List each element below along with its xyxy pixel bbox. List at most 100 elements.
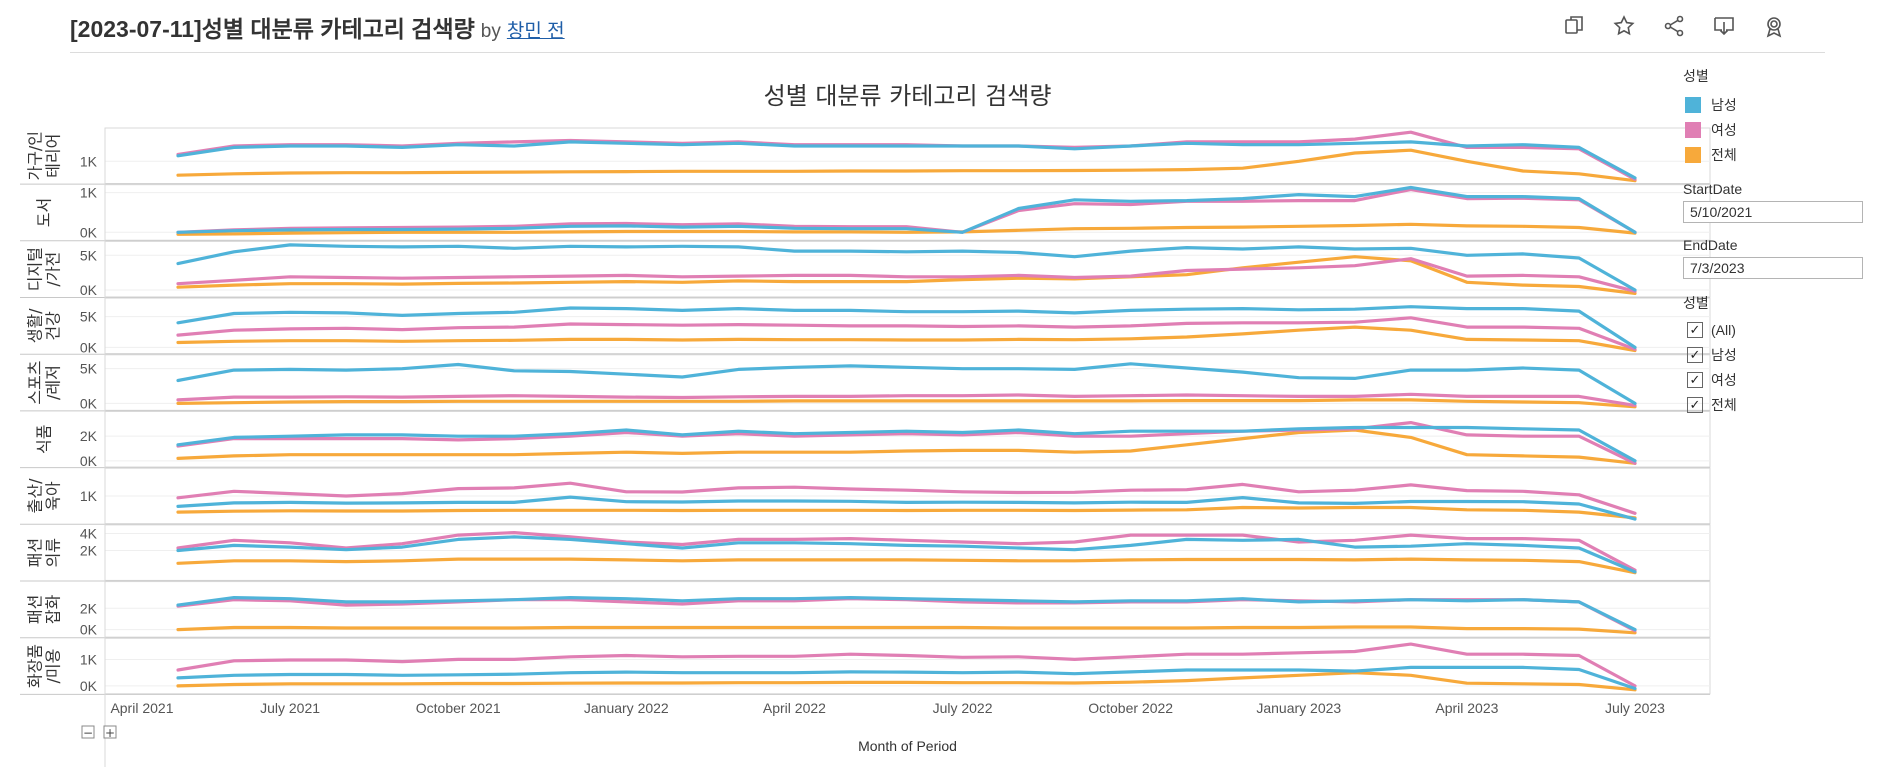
page-title: [2023-07-11]성별 대분류 카테고리 검색량 by 창민 전: [70, 10, 565, 44]
end-date-input[interactable]: [1683, 257, 1863, 279]
share-icon[interactable]: [1660, 12, 1688, 40]
y-tick-label: 5K: [80, 247, 98, 263]
y-tick-label: 0K: [80, 395, 98, 411]
panel-label: 테리어: [44, 134, 63, 178]
end-date-label: EndDate: [1683, 237, 1738, 253]
panel-label: 생활/: [26, 308, 45, 343]
panel-frame: [104, 240, 1711, 298]
panel-label: 건강: [44, 311, 63, 341]
panel-label: 패션: [26, 538, 45, 567]
y-tick-label: 0K: [80, 282, 98, 298]
checkbox-all[interactable]: ✓: [1687, 321, 1703, 338]
y-tick-label: 0K: [80, 224, 98, 240]
series-line: [176, 595, 1637, 632]
favorite-icon[interactable]: [1610, 12, 1638, 40]
legend-item-total[interactable]: 전체: [1683, 142, 1873, 167]
legend-label-female: 여성: [1711, 121, 1737, 138]
filter-item-total[interactable]: ✓ 전체: [1683, 392, 1873, 417]
x-tick-label: July 2023: [1605, 700, 1665, 716]
duplicate-icon[interactable]: [1560, 12, 1588, 40]
y-tick-label: 1K: [80, 185, 98, 201]
x-tick-label: April 2023: [1435, 700, 1498, 716]
series-line: [176, 305, 1637, 349]
filter-title: 성별: [1683, 295, 1709, 311]
checkbox-male[interactable]: ✓: [1687, 346, 1703, 363]
series-line: [176, 140, 1637, 180]
x-tick-label: October 2022: [1088, 700, 1173, 716]
panel-label: 육아: [44, 481, 63, 511]
chart-title: 성별 대분류 카테고리 검색량: [764, 82, 1052, 110]
panel-frame: [104, 127, 1711, 184]
legend-label-male: 남성: [1711, 96, 1737, 113]
series-line: [176, 671, 1637, 692]
filter-label-female: 여성: [1711, 371, 1737, 388]
x-tick-label: April 2022: [763, 700, 826, 716]
y-tick-label: 2K: [80, 428, 98, 444]
series-line: [176, 495, 1637, 521]
series-line: [176, 505, 1637, 520]
legend-title: 성별: [1683, 68, 1709, 84]
filter-item-all[interactable]: ✓ (All): [1683, 317, 1873, 342]
series-line: [176, 428, 1637, 465]
series-line: [176, 148, 1637, 183]
series-line: [176, 535, 1637, 574]
series-line: [176, 362, 1637, 405]
series-line: [176, 421, 1637, 465]
panel-label: 가구/인: [26, 131, 45, 181]
y-tick-label: 1K: [80, 651, 98, 667]
legend-item-female[interactable]: 여성: [1683, 117, 1873, 142]
legend-swatch-female: [1685, 121, 1701, 138]
filter-item-female[interactable]: ✓ 여성: [1683, 367, 1873, 392]
download-icon[interactable]: [1710, 12, 1738, 40]
checkbox-female[interactable]: ✓: [1687, 371, 1703, 388]
checkbox-total[interactable]: ✓: [1687, 396, 1703, 413]
panel-label: 의류: [44, 538, 63, 567]
series-line: [176, 642, 1637, 688]
expand-button: [103, 725, 117, 739]
panel-label: 출산/: [26, 478, 45, 513]
panel-label: 잡화: [44, 594, 63, 624]
y-tick-label: 1K: [80, 153, 98, 169]
by-label: by: [480, 21, 501, 42]
series-line: [176, 481, 1637, 515]
x-tick-label: April 2021: [110, 700, 173, 716]
series-line: [176, 398, 1637, 409]
legend-item-male[interactable]: 남성: [1683, 92, 1873, 117]
collapse-icon: −: [83, 726, 93, 740]
x-tick-label: July 2021: [260, 700, 320, 716]
author-link[interactable]: 창민 전: [506, 21, 565, 42]
expand-icon: +: [105, 726, 115, 740]
legend-swatch-total: [1685, 146, 1701, 163]
panel-label: /미용: [44, 649, 63, 684]
series-line: [176, 557, 1637, 575]
series-line: [176, 187, 1637, 234]
panel-label: 디지털: [26, 247, 45, 291]
collapse-button: [81, 725, 95, 739]
x-tick-label: July 2022: [933, 700, 993, 716]
series-line: [176, 325, 1637, 353]
filter-label-all: (All): [1711, 321, 1736, 338]
panel-label: 도서: [35, 198, 54, 227]
x-tick-label: January 2022: [584, 700, 669, 716]
series-line: [176, 665, 1637, 691]
filter-item-male[interactable]: ✓ 남성: [1683, 342, 1873, 367]
y-tick-label: 4K: [80, 525, 98, 541]
series-line: [176, 222, 1637, 236]
start-date-label: StartDate: [1683, 181, 1743, 197]
series-line: [176, 530, 1637, 572]
y-tick-label: 2K: [80, 600, 98, 616]
legend-swatch-male: [1685, 96, 1701, 113]
start-date-input[interactable]: [1683, 201, 1863, 223]
y-tick-label: 5K: [80, 361, 98, 377]
panel-label: 패션: [26, 595, 45, 624]
filter-label-male: 남성: [1711, 346, 1737, 363]
legend-label-total: 전체: [1711, 146, 1737, 163]
panel-label: 식품: [35, 425, 54, 454]
series-line: [176, 392, 1637, 407]
header-divider: [70, 52, 1825, 53]
series-line: [176, 425, 1637, 463]
series-line: [176, 316, 1637, 351]
panel-label: 화장품: [26, 644, 45, 688]
badge-icon[interactable]: [1760, 12, 1788, 40]
